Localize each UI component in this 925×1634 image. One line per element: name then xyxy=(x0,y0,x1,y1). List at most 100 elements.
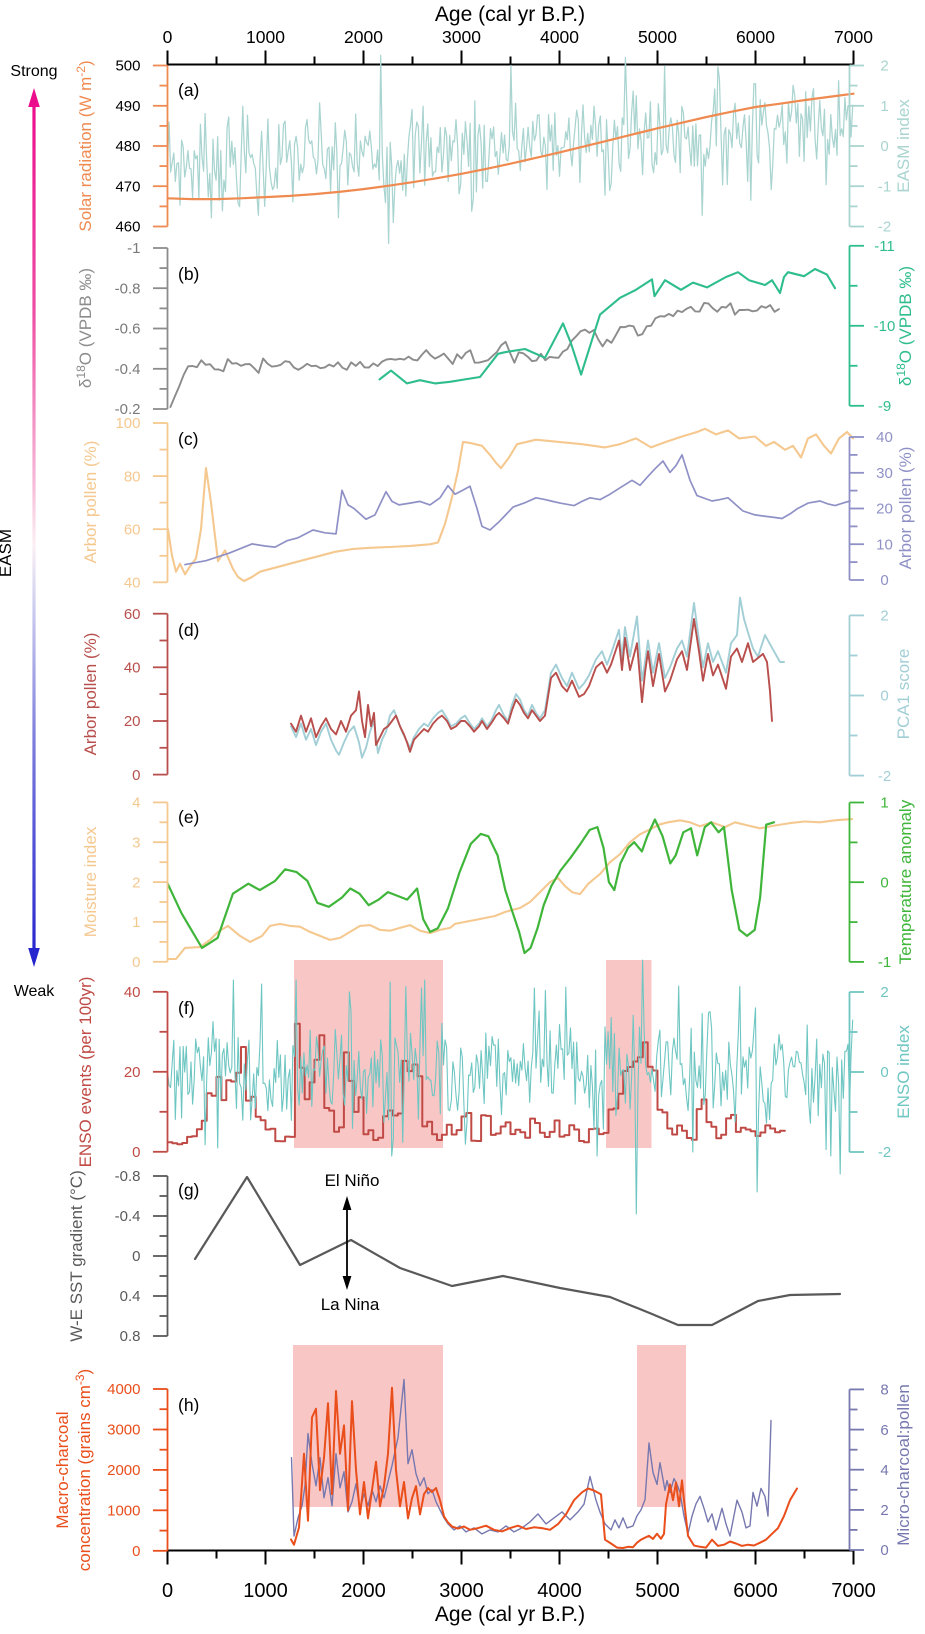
svg-text:(h): (h) xyxy=(178,1395,199,1415)
svg-text:2000: 2000 xyxy=(344,27,383,47)
svg-text:6000: 6000 xyxy=(736,27,775,47)
svg-text:0: 0 xyxy=(880,874,888,891)
svg-text:0: 0 xyxy=(132,1248,140,1265)
svg-text:40: 40 xyxy=(124,660,141,677)
svg-text:0: 0 xyxy=(880,138,888,155)
svg-text:(e): (e) xyxy=(178,807,199,827)
svg-text:1: 1 xyxy=(132,914,140,931)
svg-text:Micro-charcoal:pollen: Micro-charcoal:pollen xyxy=(894,1384,913,1546)
svg-text:-0.8: -0.8 xyxy=(115,280,141,297)
svg-text:60: 60 xyxy=(124,606,141,623)
svg-text:40: 40 xyxy=(124,984,141,1001)
svg-text:0: 0 xyxy=(132,1144,140,1161)
svg-text:480: 480 xyxy=(115,138,140,155)
svg-text:1: 1 xyxy=(880,98,888,115)
svg-text:5000: 5000 xyxy=(638,27,677,47)
svg-text:4: 4 xyxy=(880,1462,888,1479)
svg-text:7000: 7000 xyxy=(834,27,873,47)
svg-text:Moisture index: Moisture index xyxy=(81,826,100,937)
svg-text:-11: -11 xyxy=(874,238,895,255)
svg-text:3000: 3000 xyxy=(442,27,481,47)
svg-text:0: 0 xyxy=(132,954,140,971)
svg-text:40: 40 xyxy=(876,429,893,446)
svg-text:Solar radiation (W m-2​): Solar radiation (W m-2​) xyxy=(74,60,95,231)
svg-text:1000: 1000 xyxy=(243,1580,288,1602)
svg-text:30: 30 xyxy=(876,465,893,482)
svg-text:ENSO events (per 100yr): ENSO events (per 100yr) xyxy=(76,977,95,1168)
svg-text:0: 0 xyxy=(163,27,173,47)
svg-text:-1: -1 xyxy=(878,954,891,971)
svg-text:Arbor pollen (%): Arbor pollen (%) xyxy=(81,633,100,756)
svg-text:PCA1 score: PCA1 score xyxy=(894,649,913,740)
svg-text:0: 0 xyxy=(880,572,888,589)
svg-text:δ18​O (VPDB ‰): δ18​O (VPDB ‰) xyxy=(74,268,95,388)
svg-text:4: 4 xyxy=(132,795,140,812)
svg-text:2: 2 xyxy=(132,874,140,891)
svg-text:3000: 3000 xyxy=(439,1580,484,1602)
svg-text:(c): (c) xyxy=(178,429,198,449)
svg-text:(b): (b) xyxy=(178,264,199,284)
svg-text:Arbor pollen (%): Arbor pollen (%) xyxy=(81,441,100,564)
svg-text:EASM: EASM xyxy=(0,529,15,577)
svg-text:-9: -9 xyxy=(878,398,891,415)
svg-text:0: 0 xyxy=(132,767,140,784)
svg-text:-0.6: -0.6 xyxy=(115,321,141,338)
svg-text:0: 0 xyxy=(132,1543,140,1560)
svg-text:-2: -2 xyxy=(878,768,891,785)
svg-text:2: 2 xyxy=(880,1502,888,1519)
svg-text:10: 10 xyxy=(876,537,893,554)
svg-text:-1: -1 xyxy=(878,178,891,195)
svg-text:7000: 7000 xyxy=(831,1580,876,1602)
svg-text:60: 60 xyxy=(124,521,141,538)
svg-text:6: 6 xyxy=(880,1422,888,1439)
svg-text:0.4: 0.4 xyxy=(120,1288,141,1305)
svg-text:20: 20 xyxy=(124,1064,141,1081)
svg-text:0.8: 0.8 xyxy=(120,1328,141,1345)
svg-text:2: 2 xyxy=(880,984,888,1001)
svg-text:concentration (grains cm-3​): concentration (grains cm-3​) xyxy=(73,1369,94,1571)
svg-text:0: 0 xyxy=(880,688,888,705)
svg-text:-1: -1 xyxy=(127,240,140,257)
svg-text:-0.2: -0.2 xyxy=(115,401,141,418)
svg-text:5000: 5000 xyxy=(635,1580,680,1602)
svg-text:2: 2 xyxy=(880,608,888,625)
svg-text:20: 20 xyxy=(876,501,893,518)
svg-text:1000: 1000 xyxy=(107,1503,140,1520)
svg-text:(g): (g) xyxy=(178,1180,199,1200)
svg-text:80: 80 xyxy=(124,468,141,485)
svg-text:El Niño: El Niño xyxy=(325,1171,380,1190)
svg-text:2000: 2000 xyxy=(107,1462,140,1479)
svg-text:Age (cal yr B.P.): Age (cal yr B.P.) xyxy=(435,1603,585,1626)
svg-text:0: 0 xyxy=(880,1542,888,1559)
svg-text:490: 490 xyxy=(115,98,140,115)
svg-text:40: 40 xyxy=(124,575,141,592)
svg-text:2000: 2000 xyxy=(341,1580,386,1602)
svg-text:4000: 4000 xyxy=(540,27,579,47)
svg-text:1: 1 xyxy=(880,795,888,812)
svg-text:470: 470 xyxy=(115,178,140,195)
svg-text:20: 20 xyxy=(124,713,141,730)
svg-text:100: 100 xyxy=(115,415,140,432)
svg-text:4000: 4000 xyxy=(107,1381,140,1398)
svg-text:-0.8: -0.8 xyxy=(115,1168,141,1185)
svg-text:8: 8 xyxy=(880,1382,888,1399)
svg-text:Strong: Strong xyxy=(10,63,57,80)
svg-text:ENSO index: ENSO index xyxy=(894,1025,913,1119)
svg-text:Weak: Weak xyxy=(14,983,56,1000)
svg-text:4000: 4000 xyxy=(537,1580,582,1602)
svg-text:(a): (a) xyxy=(178,80,199,100)
svg-text:W-E SST gradient (°C): W-E SST gradient (°C) xyxy=(67,1170,86,1342)
svg-text:6000: 6000 xyxy=(733,1580,778,1602)
svg-text:1000: 1000 xyxy=(246,27,285,47)
svg-text:EASM index: EASM index xyxy=(894,99,913,193)
svg-text:Temperature anomaly: Temperature anomaly xyxy=(896,799,915,964)
svg-text:δ18​O (VPDB ‰): δ18​O (VPDB ‰) xyxy=(894,266,915,386)
svg-text:(f): (f) xyxy=(178,998,195,1018)
svg-text:-10: -10 xyxy=(874,318,896,335)
svg-text:Age (cal yr B.P.): Age (cal yr B.P.) xyxy=(435,3,585,26)
svg-text:La Nina: La Nina xyxy=(321,1295,380,1314)
svg-text:0: 0 xyxy=(880,1064,888,1081)
svg-text:0: 0 xyxy=(162,1580,173,1602)
svg-text:Macro-charcoal: Macro-charcoal xyxy=(53,1411,72,1528)
svg-text:-0.4: -0.4 xyxy=(115,361,141,378)
